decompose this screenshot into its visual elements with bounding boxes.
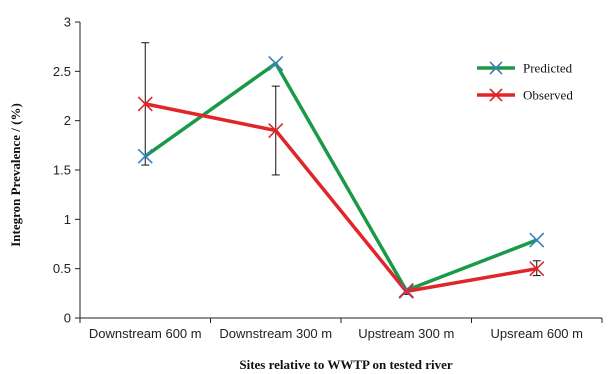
data-point-observed — [137, 96, 153, 112]
legend-label-predicted: Predicted — [523, 61, 573, 76]
legend-label-observed: Observed — [523, 88, 573, 103]
data-point-predicted — [268, 55, 284, 72]
y-tick-label: 2 — [64, 113, 71, 128]
y-tick-label: 0.5 — [53, 261, 71, 276]
error-bars — [141, 42, 541, 295]
series-markers — [137, 55, 545, 299]
data-point-observed — [398, 283, 414, 299]
legend-marker-predicted — [489, 61, 503, 75]
x-tick-label: Downstream 300 m — [219, 326, 332, 341]
y-tick-label: 0 — [64, 311, 71, 326]
x-tick-label: Upstream 300 m — [358, 326, 454, 341]
y-axis-label: Integron Prevalence / (%) — [8, 103, 23, 247]
series-lines — [144, 61, 538, 294]
y-tick-label: 1 — [64, 212, 71, 227]
x-ticks: Downstream 600 m Downstream 300 m Upstream… — [79, 318, 603, 341]
data-point-observed — [268, 122, 284, 139]
legend-marker-observed — [489, 88, 503, 102]
series-line-observed — [144, 102, 538, 294]
data-point-observed — [529, 261, 545, 277]
x-tick-label: Downstream 600 m — [89, 326, 202, 341]
x-axis-label: Sites relative to WWTP on tested river — [239, 357, 452, 372]
y-tick-label: 3 — [64, 15, 71, 30]
y-tick-label: 2.5 — [53, 64, 71, 79]
y-ticks: 0 0.5 1 1.5 2 2.5 3 — [53, 15, 80, 326]
legend: Predicted Observed — [477, 61, 573, 103]
data-point-predicted — [529, 232, 545, 248]
data-point-predicted — [137, 148, 153, 164]
y-tick-label: 1.5 — [53, 163, 71, 178]
series-line-predicted — [144, 61, 538, 293]
x-tick-label: Upsream 600 m — [491, 326, 583, 341]
